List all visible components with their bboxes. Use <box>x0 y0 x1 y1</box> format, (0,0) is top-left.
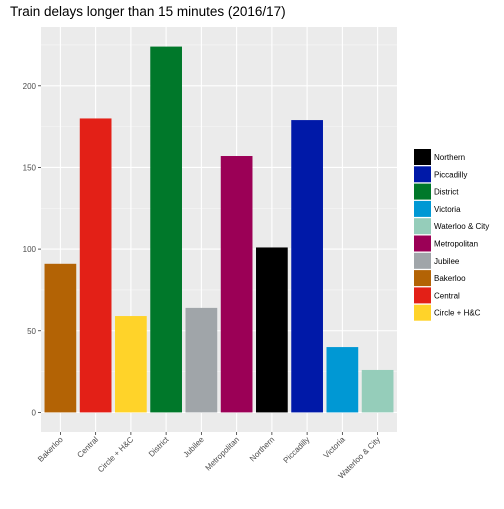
legend-key <box>414 287 431 303</box>
y-tick-label: 0 <box>32 408 37 417</box>
legend-key <box>414 236 431 252</box>
x-tick-label: Bakerloo <box>36 435 65 464</box>
y-tick-label: 100 <box>23 245 37 254</box>
legend-label: Northern <box>434 153 465 162</box>
legend-label: Metropolitan <box>434 240 478 249</box>
bar-central <box>80 118 112 412</box>
y-axis: 0 50 100 150 200 <box>23 82 41 418</box>
legend-label: Circle + H&C <box>434 309 481 318</box>
bar-northern <box>256 247 288 412</box>
x-tick-label: Victoria <box>322 435 348 461</box>
legend-key <box>414 201 431 217</box>
legend-key <box>414 305 431 321</box>
bar-district <box>150 47 182 413</box>
legend-key <box>414 218 431 234</box>
bar-bakerloo <box>45 264 77 413</box>
x-tick-label: Northern <box>248 435 276 463</box>
x-tick-label: Metropolitan <box>204 435 241 472</box>
legend-label: Victoria <box>434 205 461 214</box>
legend-key <box>414 184 431 200</box>
legend-label: Central <box>434 291 460 300</box>
bar-circle-h-c <box>115 316 147 412</box>
bar-metropolitan <box>221 156 253 412</box>
bar-victoria <box>327 347 359 412</box>
legend: Northern Piccadilly District Victoria Waterl… <box>414 149 489 321</box>
x-tick-label: Central <box>75 435 100 460</box>
legend-key <box>414 253 431 269</box>
legend-label: Bakerloo <box>434 274 466 283</box>
legend-key <box>414 166 431 182</box>
bar-waterloo-city <box>362 370 394 412</box>
chart-title: Train delays longer than 15 minutes (201… <box>10 4 286 19</box>
y-tick-label: 200 <box>23 82 37 91</box>
legend-key <box>414 149 431 165</box>
legend-label: District <box>434 188 459 197</box>
legend-label: Jubilee <box>434 257 460 266</box>
x-tick-label: Piccadilly <box>282 435 312 465</box>
y-tick-label: 150 <box>23 163 37 172</box>
legend-label: Piccadilly <box>434 170 467 179</box>
legend-key <box>414 270 431 286</box>
bar-piccadilly <box>291 120 323 412</box>
legend-label: Waterloo & City <box>434 222 489 231</box>
bar-jubilee <box>186 308 218 413</box>
x-tick-label: District <box>147 435 171 459</box>
x-tick-label: Jubilee <box>181 435 206 460</box>
x-tick-label: Circle + H&C <box>96 435 135 474</box>
y-tick-label: 50 <box>27 327 36 336</box>
